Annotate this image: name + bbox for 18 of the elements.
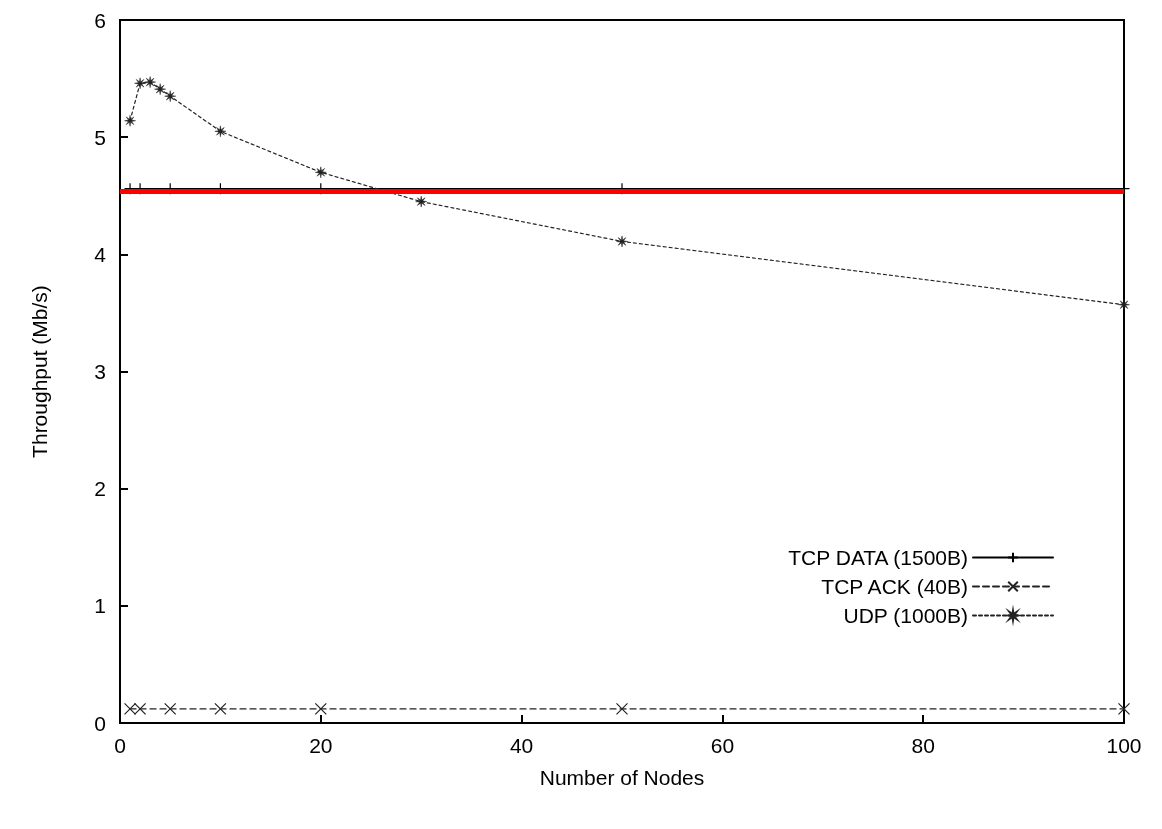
x-tick-label: 80 [911,734,935,757]
y-tick-label: 4 [94,242,107,266]
y-axis-title: Throughput (Mb/s) [28,285,51,458]
x-tick-label: 20 [309,734,333,757]
x-tick-label: 40 [509,734,534,757]
y-tick-label: 0 [94,711,106,735]
legend-label: TCP ACK (40B) [821,575,968,598]
y-tick-label: 3 [94,360,106,383]
y-tick-label: 6 [94,8,106,32]
y-tick-label: 5 [94,125,106,149]
x-tick-label: 60 [710,734,735,757]
x-tick-label: 100 [1106,734,1142,757]
x-tick-label: 0 [114,734,126,757]
legend-label: UDP (1000B) [843,604,968,627]
y-tick-label: 1 [94,594,106,618]
legend-label: TCP DATA (1500B) [788,546,968,569]
x-axis-title: Number of Nodes [539,766,705,789]
y-tick-label: 2 [94,477,106,501]
